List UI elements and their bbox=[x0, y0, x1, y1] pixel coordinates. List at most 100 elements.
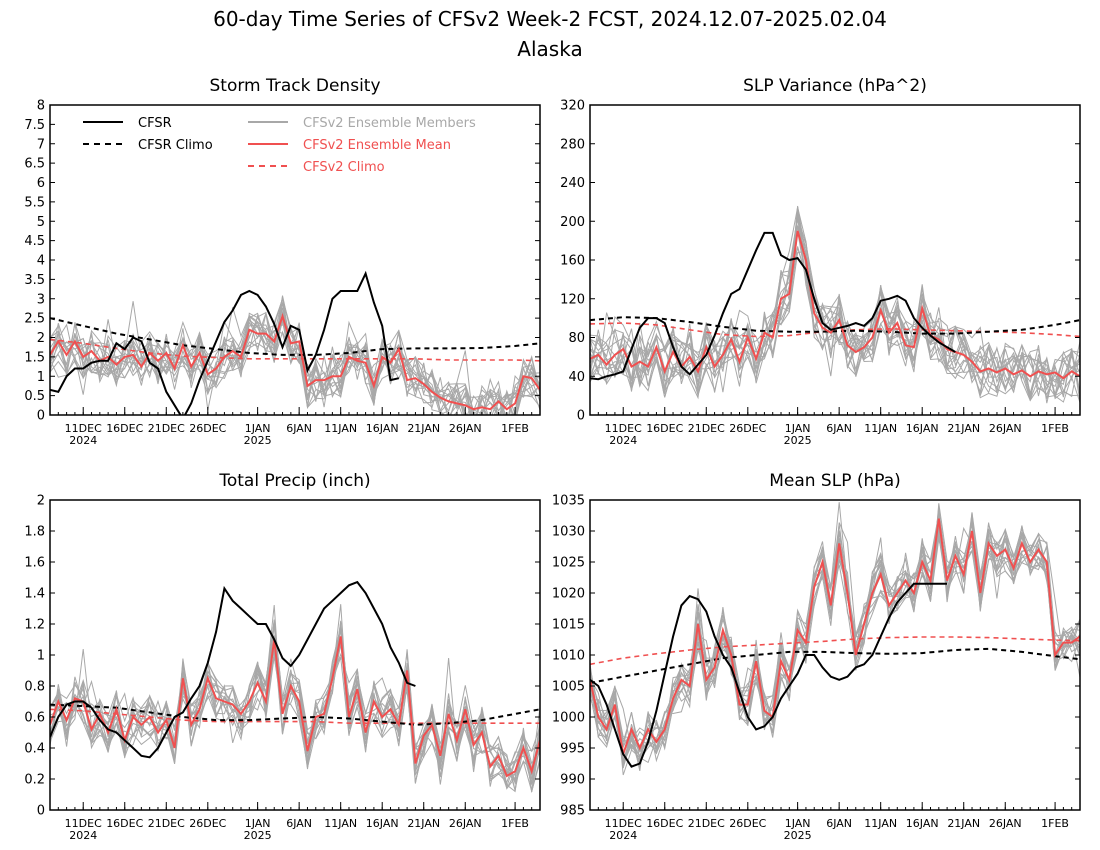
x-tick-label: 11DEC bbox=[605, 817, 642, 830]
x-tick-label: 6JAN bbox=[826, 817, 852, 830]
x-tick-label: 21JAN bbox=[947, 817, 980, 830]
y-axis: 0 0.5 1 1.5 2 2.5 3 3.5 4 4.5 5 5.5 6 6.5 7 7.5 8 bbox=[24, 99, 540, 424]
ensemble-members bbox=[50, 295, 540, 415]
y-tick-label: 990 bbox=[560, 773, 585, 788]
y-tick-label: 80 bbox=[568, 331, 585, 346]
x-tick-label: 21DEC bbox=[688, 422, 725, 435]
ensemble-member-line bbox=[590, 207, 1080, 399]
y-tick-label: 1035 bbox=[552, 494, 585, 509]
y-tick-label: 0 bbox=[37, 804, 45, 819]
y-tick-label: 280 bbox=[560, 137, 585, 152]
x-tick-label: 26DEC bbox=[189, 817, 226, 830]
x-tick-label: 26JAN bbox=[449, 422, 482, 435]
y-tick-label: 1015 bbox=[552, 618, 585, 633]
x-tick-label: 6JAN bbox=[286, 422, 312, 435]
y-tick-label: 2.5 bbox=[24, 312, 45, 327]
x-tick-year: 2024 bbox=[69, 829, 97, 842]
series-line-cfsr bbox=[50, 580, 416, 759]
x-tick-label: 1JAN bbox=[245, 817, 271, 830]
x-tick-label: 26DEC bbox=[729, 422, 766, 435]
x-tick-label: 21DEC bbox=[688, 817, 725, 830]
series-line-cfsr bbox=[590, 582, 948, 768]
figure-subtitle: Alaska bbox=[517, 37, 582, 61]
series-line-cfsv2-ensemble-mean bbox=[50, 312, 540, 411]
x-tick-year: 2024 bbox=[69, 434, 97, 447]
panel-title: Storm Track Density bbox=[209, 76, 380, 96]
y-tick-label: 0.2 bbox=[24, 773, 45, 788]
y-tick-label: 1 bbox=[37, 370, 45, 385]
y-tick-label: 0.6 bbox=[24, 711, 45, 726]
ensemble-member-line bbox=[50, 295, 540, 415]
chart-panels: Storm Track Density 0 0.5 1 1.5 2 2.5 3 3.5 4 4.5 5… bbox=[24, 76, 1081, 842]
plot-area bbox=[50, 270, 540, 415]
y-axis: 0 0.2 0.4 0.6 0.8 1 1.2 1.4 1.6 1.8 2 bbox=[24, 494, 540, 819]
series-line-cfsv2-climo bbox=[590, 636, 1080, 666]
series-line-cfsr-climo bbox=[590, 647, 1080, 684]
y-tick-label: 3.5 bbox=[24, 273, 45, 288]
series-line-cfsv2-ensemble-mean bbox=[590, 230, 1080, 380]
y-tick-label: 4.5 bbox=[24, 234, 45, 249]
x-tick-label: 26JAN bbox=[989, 422, 1022, 435]
x-tick-label: 11JAN bbox=[864, 817, 897, 830]
x-tick-label: 16JAN bbox=[906, 422, 939, 435]
y-tick-label: 200 bbox=[560, 215, 585, 230]
figure-title: 60-day Time Series of CFSv2 Week-2 FCST,… bbox=[213, 7, 887, 31]
x-tick-label: 11DEC bbox=[65, 817, 102, 830]
y-tick-label: 2 bbox=[37, 331, 45, 346]
x-tick-label: 1FEB bbox=[1041, 817, 1069, 830]
x-tick-label: 26JAN bbox=[449, 817, 482, 830]
y-tick-label: 5 bbox=[37, 215, 45, 230]
ensemble-member-line bbox=[590, 510, 1080, 772]
x-tick-year: 2025 bbox=[784, 434, 812, 447]
panel-title: SLP Variance (hPa^2) bbox=[743, 76, 927, 96]
y-tick-label: 1025 bbox=[552, 556, 585, 571]
legend: CFSR CFSR Climo CFSv2 Ensemble Members CFSv… bbox=[83, 116, 476, 175]
legend-label: CFSv2 Climo bbox=[303, 160, 385, 175]
y-tick-label: 160 bbox=[560, 254, 585, 269]
series-line-cfsr-climo bbox=[50, 703, 540, 726]
y-tick-label: 1.5 bbox=[24, 350, 45, 365]
y-tick-label: 1030 bbox=[552, 525, 585, 540]
x-tick-year: 2025 bbox=[244, 829, 272, 842]
y-tick-label: 120 bbox=[560, 292, 585, 307]
ensemble-member-line bbox=[50, 301, 540, 415]
x-tick-label: 16DEC bbox=[646, 422, 683, 435]
plot-area bbox=[590, 205, 1080, 404]
ensemble-members bbox=[590, 205, 1080, 404]
x-tick-label: 11DEC bbox=[605, 422, 642, 435]
panel-title: Total Precip (inch) bbox=[218, 471, 370, 491]
x-tick-label: 1FEB bbox=[1041, 422, 1069, 435]
y-tick-label: 1.4 bbox=[24, 587, 45, 602]
chart-panel-3: Mean SLP (hPa) 985 990 995 1000 1005 1010 1015 1… bbox=[552, 471, 1081, 842]
y-tick-label: 320 bbox=[560, 99, 585, 114]
x-tick-label: 21JAN bbox=[407, 817, 440, 830]
y-tick-label: 0 bbox=[577, 409, 585, 424]
plot-area bbox=[50, 580, 540, 794]
x-tick-label: 16DEC bbox=[106, 817, 143, 830]
x-tick-label: 16JAN bbox=[906, 817, 939, 830]
x-tick-label: 26JAN bbox=[989, 817, 1022, 830]
legend-label: CFSv2 Ensemble Members bbox=[303, 116, 476, 131]
plot-area bbox=[590, 502, 1080, 776]
y-tick-label: 0 bbox=[37, 409, 45, 424]
y-tick-label: 240 bbox=[560, 176, 585, 191]
ensemble-member-line bbox=[50, 318, 540, 415]
series-line-cfsr bbox=[50, 270, 400, 415]
x-tick-label: 1JAN bbox=[785, 817, 811, 830]
ensemble-member-line bbox=[50, 622, 540, 791]
x-tick-label: 1JAN bbox=[245, 422, 271, 435]
series-line-cfsv2-climo bbox=[50, 338, 540, 362]
chart-panel-1: SLP Variance (hPa^2) 0 40 80 120 160 200 240 280… bbox=[560, 76, 1081, 447]
y-tick-label: 0.4 bbox=[24, 742, 45, 757]
series-line-cfsv2-climo bbox=[50, 708, 540, 725]
x-tick-label: 21DEC bbox=[148, 422, 185, 435]
y-axis: 985 990 995 1000 1005 1010 1015 1020 1025 1030 103… bbox=[552, 494, 1080, 819]
y-tick-label: 995 bbox=[560, 742, 585, 757]
x-tick-label: 16DEC bbox=[646, 817, 683, 830]
chart-panel-2: Total Precip (inch) 0 0.2 0.4 0.6 0.8 1 1.2 1.4 1… bbox=[24, 471, 541, 842]
legend-label: CFSR Climo bbox=[138, 138, 213, 153]
series-line-cfsv2-climo bbox=[590, 322, 1080, 338]
y-tick-label: 1.8 bbox=[24, 525, 45, 540]
